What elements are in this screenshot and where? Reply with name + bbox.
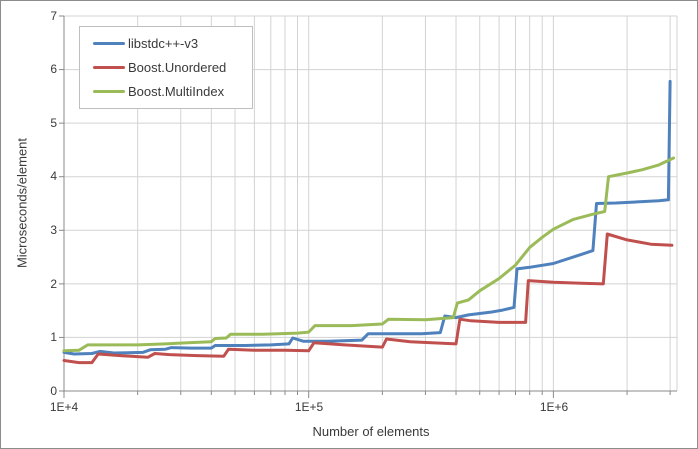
series-line-libstdc++-v3 [62, 79, 672, 356]
legend-label: Boost.MultiIndex [128, 84, 225, 100]
y-tick-label: 1 [50, 330, 57, 344]
y-tick-label: 6 [50, 62, 57, 76]
legend: libstdc++-v3 Boost.Unordered Boost.Multi… [79, 26, 253, 109]
y-tick-label: 7 [50, 9, 57, 23]
legend-label: Boost.Unordered [128, 59, 227, 75]
y-axis-title: Microseconds/element [14, 137, 30, 269]
y-tick-label: 5 [50, 116, 57, 130]
legend-line-swatch-blue [93, 41, 125, 45]
y-tick-label: 3 [50, 223, 57, 237]
legend-item-libstdc: libstdc++-v3 [80, 36, 252, 51]
legend-label: libstdc++-v3 [128, 35, 199, 51]
x-tick-label: 1E+5 [294, 400, 324, 414]
legend-item-boost-multiindex: Boost.MultiIndex [80, 84, 252, 99]
x-tick-label: 1E+6 [539, 400, 569, 414]
y-tick-label: 4 [50, 169, 57, 183]
y-tick-label: 2 [50, 277, 57, 291]
x-tick-label: 1E+4 [49, 400, 79, 414]
series-line-Boost.MultiIndex [62, 156, 676, 353]
x-axis-title: Number of elements [312, 424, 430, 439]
legend-line-swatch-red [93, 65, 125, 69]
y-tick-label: 0 [50, 384, 57, 398]
series-line-Boost.Unordered [62, 232, 674, 365]
legend-line-swatch-green [93, 90, 125, 94]
legend-item-boost-unordered: Boost.Unordered [80, 60, 252, 75]
